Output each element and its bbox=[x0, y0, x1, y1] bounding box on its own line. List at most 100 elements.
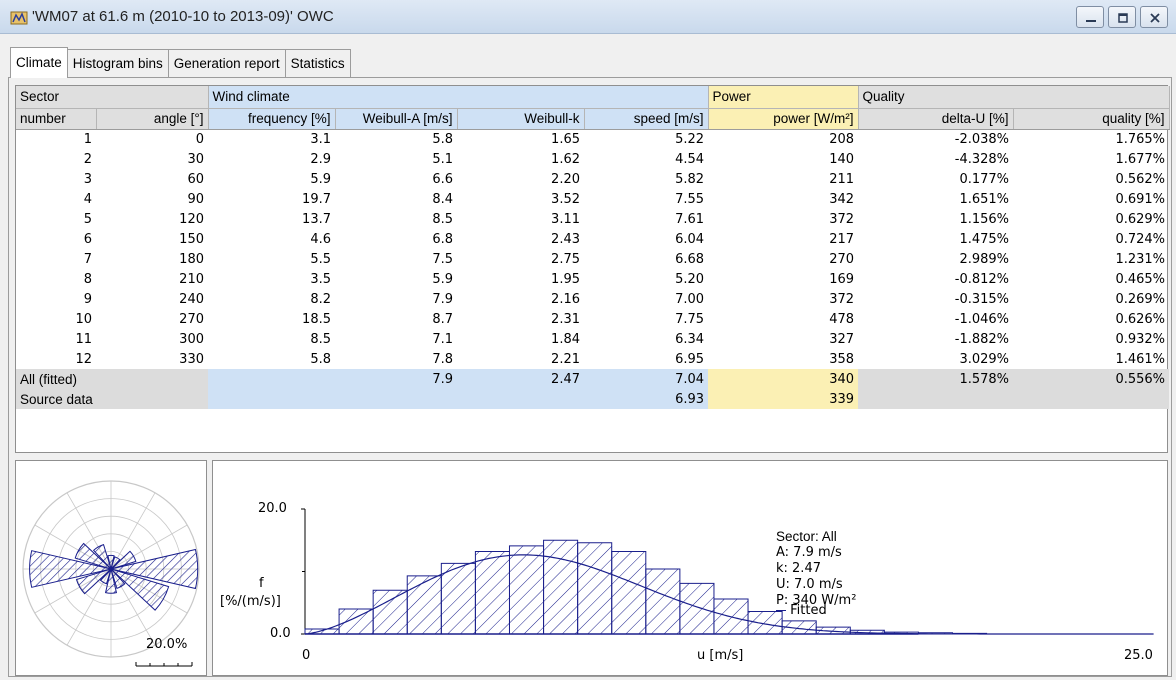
table-row[interactable]: 12 330 5.8 7.8 2.21 6.95 358 3.029% 1.461% bbox=[16, 349, 1169, 369]
cell-power: 478 bbox=[829, 311, 855, 327]
tab-histogram-bins[interactable]: Histogram bins bbox=[66, 49, 169, 77]
table-row[interactable]: 4 90 19.7 8.4 3.52 7.55 342 1.651% 0.691% bbox=[16, 189, 1169, 209]
col-weibull-k[interactable]: Weibull-k bbox=[457, 107, 585, 130]
cell-angle: 0 bbox=[195, 131, 204, 147]
cell-number: 1 bbox=[83, 131, 92, 147]
cell-delta-u: -1.882% bbox=[954, 331, 1010, 347]
cell-weibull-k: 2.16 bbox=[551, 291, 580, 307]
col-quality[interactable]: quality [%] bbox=[1013, 107, 1170, 130]
cell-power: 211 bbox=[829, 171, 855, 187]
cell-weibull-k: 2.21 bbox=[551, 351, 580, 367]
cell-quality: 1.231% bbox=[1115, 251, 1166, 267]
cell-delta-u: 2.989% bbox=[959, 251, 1010, 267]
app-icon bbox=[10, 11, 28, 25]
table-row[interactable]: 1 0 3.1 5.8 1.65 5.22 208 -2.038% 1.765% bbox=[16, 129, 1169, 149]
histogram-panel[interactable]: 20.0 0.0 f [%/(m/s)] 0 u [m/s] 25.0 Sect… bbox=[212, 460, 1168, 676]
col-delta-u[interactable]: delta-U [%] bbox=[858, 107, 1014, 130]
cell-power: 327 bbox=[829, 331, 855, 347]
wind-rose-panel[interactable]: 20.0% bbox=[15, 460, 207, 676]
cell-delta-u: 1.156% bbox=[959, 211, 1010, 227]
table-row[interactable]: 11 300 8.5 7.1 1.84 6.34 327 -1.882% 0.932% bbox=[16, 329, 1169, 349]
col-angle[interactable]: angle [°] bbox=[96, 107, 209, 130]
close-button[interactable] bbox=[1140, 6, 1168, 28]
histogram-info: Sector: All A: 7.9 m/s k: 2.47 U: 7.0 m/… bbox=[776, 529, 856, 619]
cell-delta-u: 0.177% bbox=[959, 171, 1010, 187]
table-row[interactable]: 5 120 13.7 8.5 3.11 7.61 372 1.156% 0.629% bbox=[16, 209, 1169, 229]
cell-angle: 180 bbox=[179, 251, 204, 267]
col-frequency[interactable]: frequency [%] bbox=[208, 107, 336, 130]
maximize-button[interactable] bbox=[1108, 6, 1136, 28]
col-weibull-a[interactable]: Weibull-A [m/s] bbox=[335, 107, 458, 130]
climate-table[interactable]: Sector Wind climate Power Quality number… bbox=[15, 85, 1170, 453]
y-axis-bottom-label: 0.0 bbox=[270, 626, 291, 641]
cell-power: 217 bbox=[829, 231, 855, 247]
cell-quality: 0.269% bbox=[1115, 291, 1166, 307]
histogram-bar bbox=[611, 551, 647, 635]
all-quality: 0.556% bbox=[1013, 369, 1170, 389]
tab-generation-report[interactable]: Generation report bbox=[167, 49, 286, 77]
info-a: A: 7.9 m/s bbox=[776, 545, 842, 560]
cell-frequency: 13.7 bbox=[302, 211, 331, 227]
cell-speed: 7.55 bbox=[675, 191, 705, 207]
cell-weibull-k: 1.84 bbox=[551, 331, 580, 347]
cell-frequency: 8.2 bbox=[310, 291, 331, 307]
cell-quality: 0.626% bbox=[1115, 311, 1166, 327]
y-axis-label-f: f bbox=[259, 576, 264, 591]
cell-number: 9 bbox=[83, 291, 92, 307]
table-row[interactable]: 8 210 3.5 5.9 1.95 5.20 169 -0.812% 0.465% bbox=[16, 269, 1169, 289]
cell-angle: 90 bbox=[187, 191, 204, 207]
info-p: P: 340 W/m² bbox=[776, 593, 857, 608]
cell-weibull-k: 2.31 bbox=[551, 311, 580, 327]
rose-scale-label: 20.0% bbox=[146, 637, 188, 652]
cell-weibull-k: 3.52 bbox=[551, 191, 580, 207]
histogram-axes bbox=[301, 508, 306, 635]
cell-power: 342 bbox=[829, 191, 855, 207]
all-weibull-k: 2.47 bbox=[457, 369, 584, 389]
row-source-data[interactable]: Source data 6.93 339 bbox=[16, 389, 1170, 409]
cell-number: 12 bbox=[75, 351, 92, 367]
cell-speed: 6.04 bbox=[675, 231, 705, 247]
cell-angle: 300 bbox=[179, 331, 204, 347]
col-power[interactable]: power [W/m²] bbox=[708, 107, 859, 130]
cell-delta-u: 1.475% bbox=[959, 231, 1010, 247]
tab-climate[interactable]: Climate bbox=[10, 47, 68, 78]
cell-angle: 330 bbox=[179, 351, 204, 367]
cell-weibull-a: 8.5 bbox=[432, 211, 453, 227]
legend-fitted-line bbox=[776, 610, 786, 611]
table-row[interactable]: 10 270 18.5 8.7 2.31 7.75 478 -1.046% 0.626% bbox=[16, 309, 1169, 329]
rose-sector-2 bbox=[110, 556, 121, 570]
cell-weibull-a: 5.8 bbox=[432, 131, 453, 147]
cell-number: 2 bbox=[83, 151, 92, 167]
cell-quality: 1.677% bbox=[1115, 151, 1166, 167]
cell-angle: 240 bbox=[179, 291, 204, 307]
table-row[interactable]: 2 30 2.9 5.1 1.62 4.54 140 -4.328% 1.677% bbox=[16, 149, 1169, 169]
histogram-bar bbox=[508, 545, 545, 635]
x-axis-left-label: 0 bbox=[302, 648, 311, 663]
cell-quality: 0.629% bbox=[1115, 211, 1166, 227]
table-row[interactable]: 9 240 8.2 7.9 2.16 7.00 372 -0.315% 0.269% bbox=[16, 289, 1169, 309]
cell-delta-u: 3.029% bbox=[959, 351, 1010, 367]
col-number[interactable]: number bbox=[16, 107, 97, 130]
minimize-button[interactable] bbox=[1076, 6, 1104, 28]
cell-speed: 5.22 bbox=[675, 131, 705, 147]
cell-weibull-a: 8.4 bbox=[432, 191, 453, 207]
table-row[interactable]: 6 150 4.6 6.8 2.43 6.04 217 1.475% 0.724% bbox=[16, 229, 1169, 249]
table-row[interactable]: 3 60 5.9 6.6 2.20 5.82 211 0.177% 0.562% bbox=[16, 169, 1169, 189]
rose-sector-4 bbox=[110, 548, 199, 590]
cell-power: 270 bbox=[829, 251, 855, 267]
col-speed[interactable]: speed [m/s] bbox=[584, 107, 709, 130]
cell-frequency: 4.6 bbox=[310, 231, 331, 247]
all-speed: 7.04 bbox=[584, 369, 709, 389]
x-axis-label: u [m/s] bbox=[697, 648, 744, 663]
cell-weibull-k: 1.62 bbox=[551, 151, 580, 167]
group-sector: Sector bbox=[16, 86, 209, 108]
table-row[interactable]: 7 180 5.5 7.5 2.75 6.68 270 2.989% 1.231% bbox=[16, 249, 1169, 269]
cell-quality: 1.461% bbox=[1115, 351, 1166, 367]
tab-statistics[interactable]: Statistics bbox=[284, 49, 351, 77]
all-power: 340 bbox=[708, 369, 859, 389]
info-u: U: 7.0 m/s bbox=[776, 577, 843, 592]
table-column-header: number angle [°] frequency [%] Weibull-A… bbox=[16, 107, 1170, 130]
x-axis-right-label: 25.0 bbox=[1124, 648, 1153, 663]
histogram-bar bbox=[372, 589, 408, 635]
row-all-fitted[interactable]: All (fitted) 7.9 2.47 7.04 340 1.578% 0.… bbox=[16, 369, 1170, 389]
